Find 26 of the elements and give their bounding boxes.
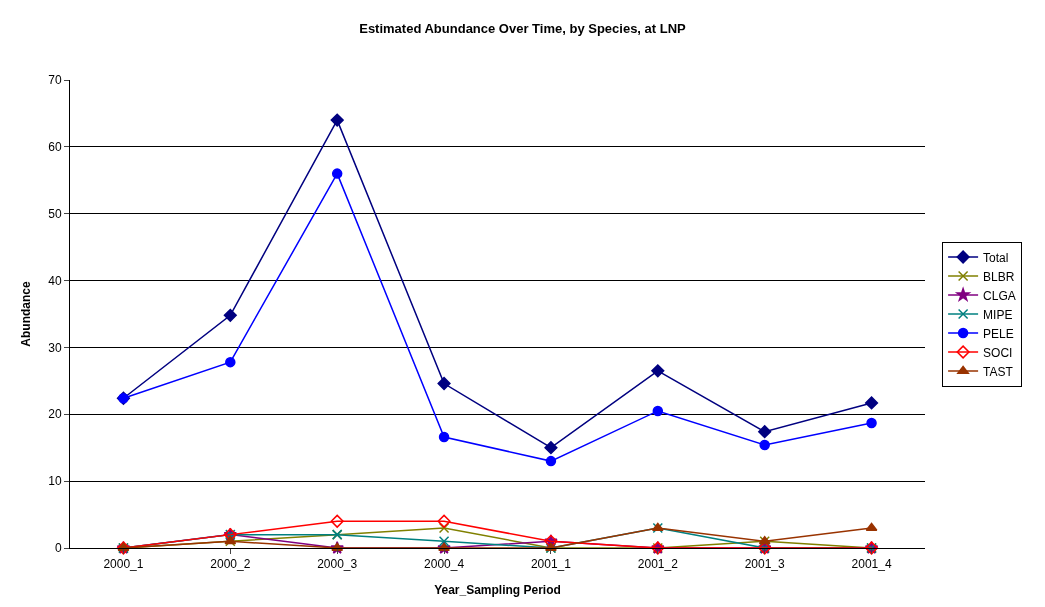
y-tick-label: 0 bbox=[54, 541, 62, 556]
y-tick-label: 30 bbox=[48, 340, 62, 355]
legend-label: BLBR bbox=[983, 269, 1015, 284]
legend-label: TAST bbox=[983, 364, 1014, 379]
x-tick-label: 2000_4 bbox=[424, 557, 465, 572]
x-tick-label: 2000_2 bbox=[210, 557, 251, 572]
y-tick-label: 50 bbox=[48, 206, 62, 221]
x-tick-label: 2000_1 bbox=[103, 557, 144, 572]
y-tick-label: 20 bbox=[48, 407, 62, 422]
x-tick-label: 2001_2 bbox=[637, 557, 679, 572]
legend-label: MIPE bbox=[983, 307, 1013, 322]
x-tick-label: 2000_3 bbox=[317, 557, 358, 572]
x-axis-title: Year_Sampling Period bbox=[434, 583, 561, 598]
y-tick-label: 40 bbox=[48, 273, 62, 288]
x-tick-label: 2001_1 bbox=[530, 557, 572, 572]
y-tick-label: 70 bbox=[48, 73, 62, 88]
legend-label: Total bbox=[983, 250, 1009, 265]
legend-label: SOCI bbox=[983, 345, 1013, 360]
legend-label: PELE bbox=[983, 326, 1014, 341]
x-tick-label: 2001_3 bbox=[744, 557, 786, 572]
x-tick-label: 2001_4 bbox=[851, 557, 892, 572]
legend-label: CLGA bbox=[983, 288, 1016, 303]
y-tick-label: 10 bbox=[48, 474, 62, 489]
y-tick-label: 60 bbox=[48, 140, 62, 155]
y-axis-title: Abundance bbox=[18, 281, 33, 347]
chart-title: Estimated Abundance Over Time, by Species, at LNP bbox=[359, 21, 687, 37]
